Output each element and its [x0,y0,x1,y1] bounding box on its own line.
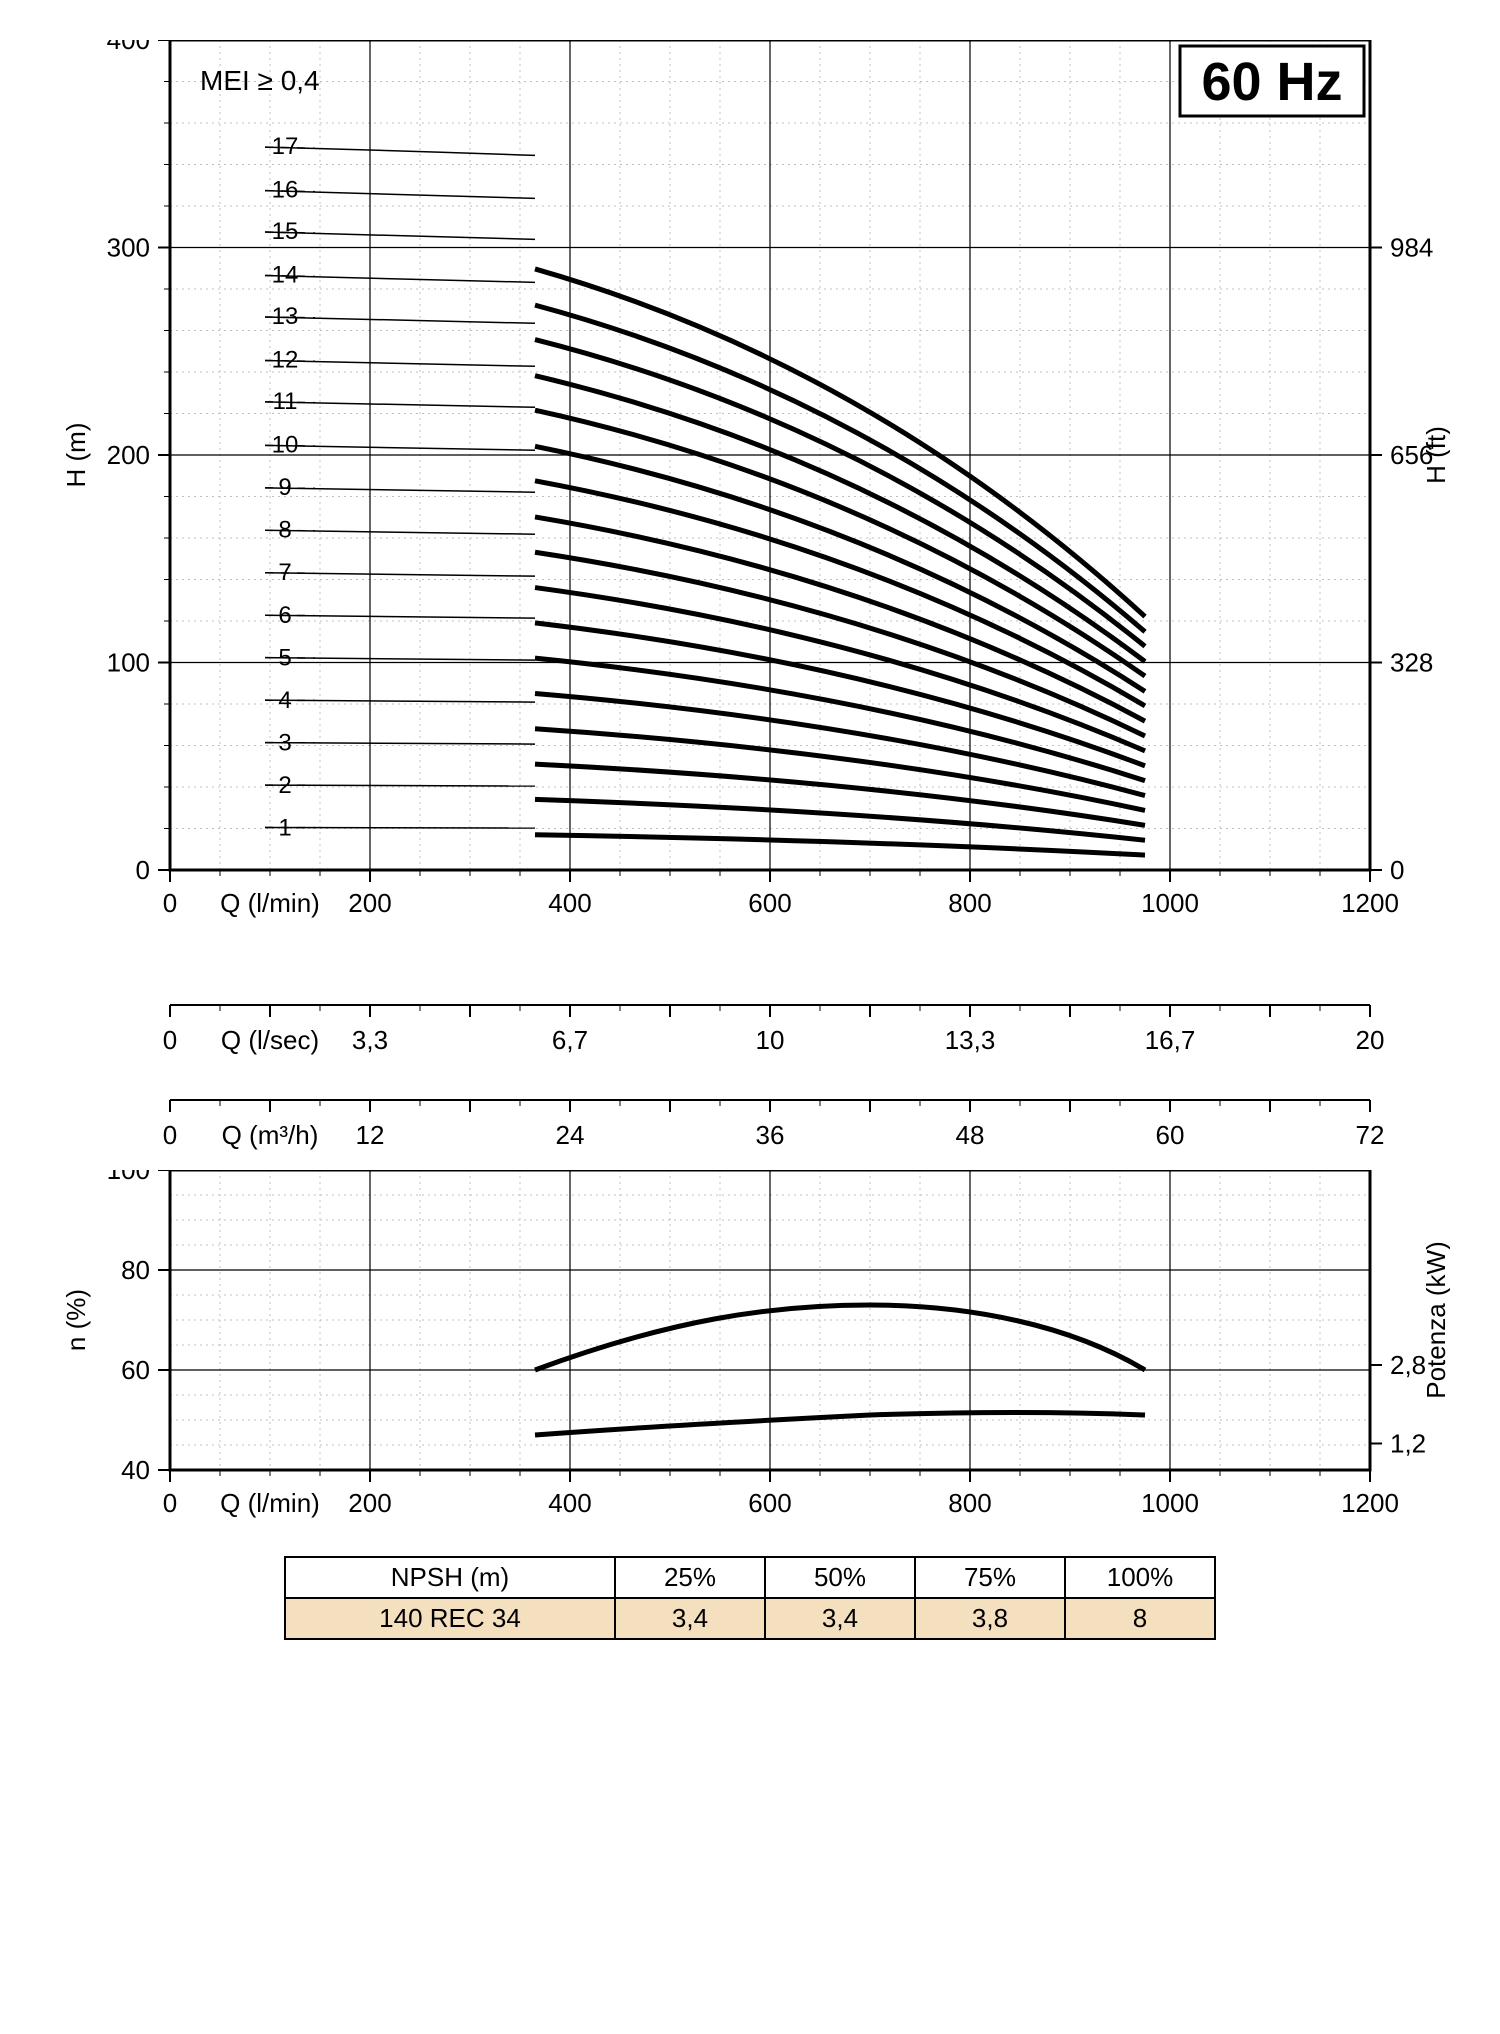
svg-text:7: 7 [278,559,291,586]
svg-text:1: 1 [278,814,291,841]
svg-text:200: 200 [348,1488,391,1518]
npsh-header-label: NPSH (m) [285,1557,615,1598]
svg-text:20: 20 [1356,1025,1385,1055]
svg-text:200: 200 [107,440,150,470]
svg-text:16,7: 16,7 [1145,1025,1196,1055]
svg-text:0: 0 [136,855,150,885]
svg-text:14: 14 [272,261,299,288]
svg-text:400: 400 [548,1488,591,1518]
svg-text:1000: 1000 [1141,888,1199,918]
svg-text:1200: 1200 [1341,888,1399,918]
svg-text:400: 400 [107,40,150,55]
svg-text:3,3: 3,3 [352,1025,388,1055]
svg-text:10: 10 [272,432,299,459]
svg-text:400: 400 [548,888,591,918]
head-flow-chart: 020040060080010001200Q (l/min)0100200300… [50,40,1450,980]
svg-text:MEI ≥ 0,4: MEI ≥ 0,4 [200,65,320,96]
svg-text:n (%): n (%) [61,1289,91,1351]
svg-text:100: 100 [107,648,150,678]
pump-model: 140 REC 34 [285,1598,615,1639]
svg-text:H (ft): H (ft) [1421,426,1450,484]
svg-text:60: 60 [1156,1120,1185,1150]
svg-text:800: 800 [948,888,991,918]
svg-text:60 Hz: 60 Hz [1201,52,1342,112]
svg-text:600: 600 [748,888,791,918]
svg-text:80: 80 [121,1255,150,1285]
svg-text:Q (l/sec): Q (l/sec) [221,1025,319,1055]
svg-text:600: 600 [748,1488,791,1518]
svg-text:1000: 1000 [1141,1488,1199,1518]
efficiency-power-chart: 0 200 400 600 800 1000 1200 Q (l/min) 40 60 80 100 n… [50,1170,1450,1550]
svg-text:0: 0 [163,888,177,918]
svg-text:12: 12 [356,1120,385,1150]
svg-text:1200: 1200 [1341,1488,1399,1518]
svg-text:3: 3 [278,729,291,756]
svg-text:1,2: 1,2 [1390,1429,1426,1459]
svg-text:0: 0 [1390,855,1404,885]
svg-text:13: 13 [272,303,299,330]
svg-text:0: 0 [163,1120,177,1150]
svg-text:60: 60 [121,1355,150,1385]
alt-x-scales: 0 3,3 6,7 10 13,3 16,7 20 Q (l/sec) 0 12 24 36 48 60 7… [50,980,1450,1170]
svg-text:6,7: 6,7 [552,1025,588,1055]
svg-text:Potenza (kW): Potenza (kW) [1421,1241,1450,1399]
svg-text:36: 36 [756,1120,785,1150]
svg-text:48: 48 [956,1120,985,1150]
svg-text:Q (m³/h): Q (m³/h) [222,1120,319,1150]
svg-text:4: 4 [278,687,291,714]
svg-text:328: 328 [1390,648,1433,678]
svg-text:24: 24 [556,1120,585,1150]
svg-text:5: 5 [278,644,291,671]
svg-text:984: 984 [1390,233,1433,263]
svg-text:0: 0 [163,1025,177,1055]
svg-text:13,3: 13,3 [945,1025,996,1055]
svg-text:200: 200 [348,888,391,918]
svg-text:0: 0 [163,1488,177,1518]
svg-text:Q (l/min): Q (l/min) [220,888,320,918]
svg-text:12: 12 [272,347,299,374]
svg-text:15: 15 [272,218,299,245]
svg-text:17: 17 [272,133,299,160]
svg-text:300: 300 [107,233,150,263]
svg-text:800: 800 [948,1488,991,1518]
svg-text:9: 9 [278,474,291,501]
svg-text:40: 40 [121,1455,150,1485]
svg-text:H (m): H (m) [61,423,91,488]
npsh-table: NPSH (m) 25% 50% 75% 100% 140 REC 34 3,4… [284,1556,1216,1640]
svg-text:72: 72 [1356,1120,1385,1150]
svg-text:11: 11 [273,388,298,415]
svg-text:Q (l/min): Q (l/min) [220,1488,320,1518]
svg-text:10: 10 [756,1025,785,1055]
svg-text:16: 16 [272,176,299,203]
svg-text:8: 8 [278,517,291,544]
svg-text:6: 6 [278,602,291,629]
svg-text:2: 2 [278,772,291,799]
svg-text:100: 100 [107,1170,150,1185]
